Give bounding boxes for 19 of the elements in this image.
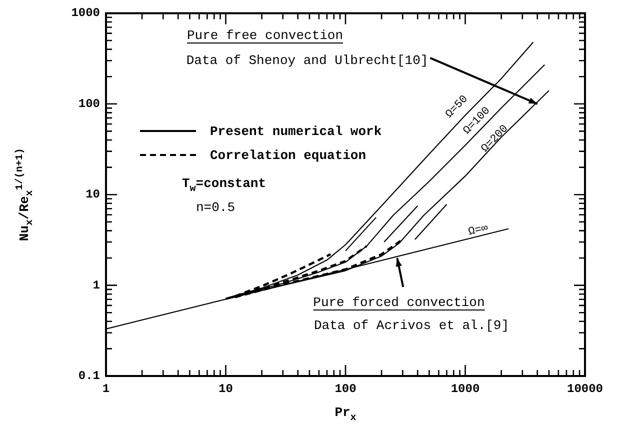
annotation: Pure forced convection (313, 294, 485, 310)
x-tick-label: 1 (102, 382, 110, 396)
y-tick-label: 1000 (71, 6, 100, 20)
annotation: Pure free convection (187, 28, 344, 43)
y-tick-label: 0.1 (78, 369, 100, 384)
annotation: Correlation equation (210, 148, 366, 163)
annotation: Data of Acrivos et al.[9] (314, 318, 510, 333)
annotation: Present numerical work (210, 124, 382, 139)
x-tick-label: 10 (218, 382, 233, 396)
annotation: n=0.5 (196, 200, 236, 215)
x-tick-label: 1000 (450, 382, 480, 396)
annotation: Data of Shenoy and Ulbrecht[10] (186, 52, 428, 68)
x-tick-label: 100 (334, 382, 356, 396)
annotation: Ω=∞ (467, 222, 490, 239)
x-tick-label: 10000 (566, 382, 604, 396)
y-tick-label: 10 (86, 188, 100, 202)
y-tick-label: 1 (92, 278, 100, 292)
y-tick-label: 100 (78, 96, 100, 111)
y-axis-title: Nux/Rex1/(n+1) (14, 148, 36, 242)
